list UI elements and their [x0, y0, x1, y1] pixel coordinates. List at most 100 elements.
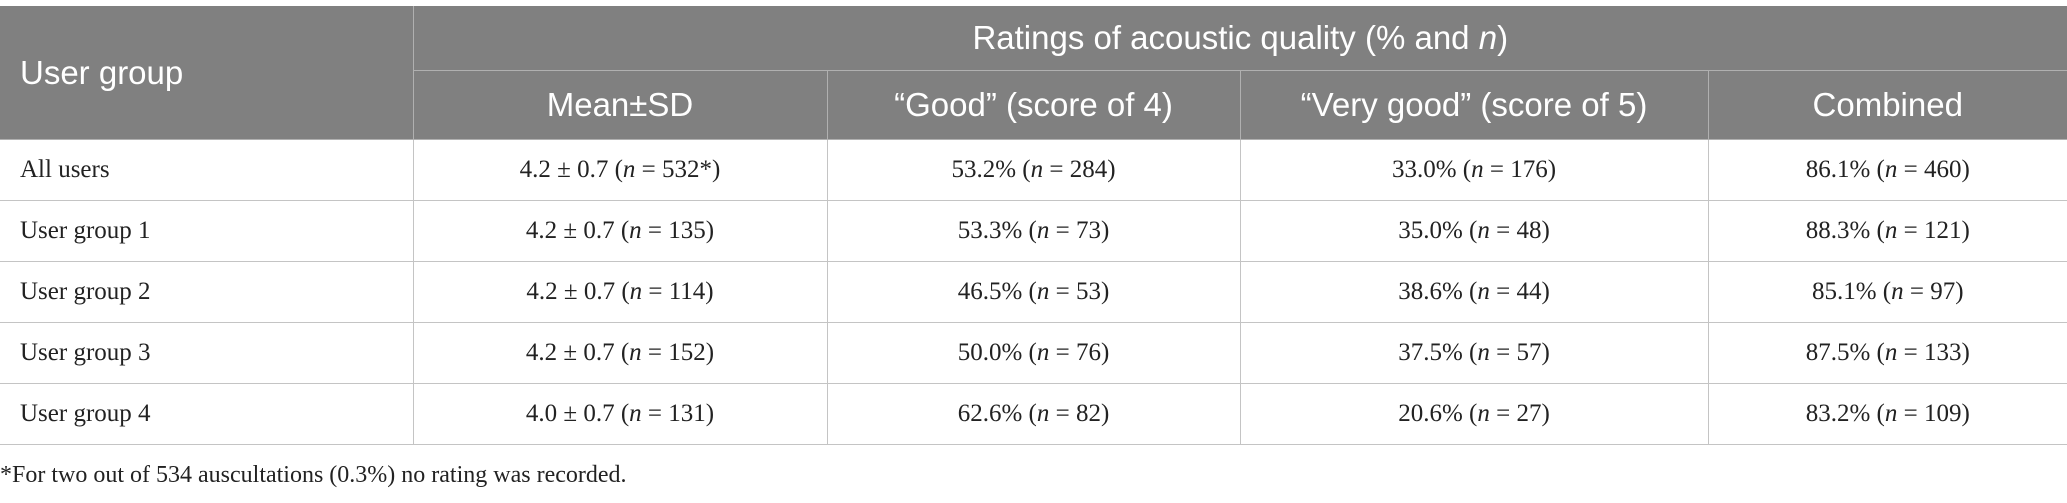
italic-n: n [1478, 19, 1498, 56]
italic-n: n [1884, 339, 1898, 366]
italic-n: n [629, 278, 643, 305]
text-part: = 44) [1489, 278, 1550, 305]
text-part: = 532*) [635, 156, 721, 183]
row-header: User group [0, 6, 414, 140]
text-part: 4.2 ± 0.7 ( [519, 156, 623, 183]
table-row: User group 3 4.2 ± 0.7 (n = 152) 50.0% (n … [0, 322, 2067, 384]
row-label: User group 1 [0, 200, 414, 262]
table-row: User group 2 4.2 ± 0.7 (n = 114) 46.5% (n … [0, 261, 2067, 323]
text-part: = 460) [1897, 156, 1970, 183]
column-header: Mean±SD [413, 70, 828, 140]
table-cell: 38.6% (n = 44) [1239, 261, 1709, 323]
text-part: = 76) [1049, 339, 1110, 366]
table-cell: 4.2 ± 0.7 (n = 532*) [412, 139, 828, 201]
row-label: User group 2 [0, 261, 414, 323]
table-row: User group 1 4.2 ± 0.7 (n = 135) 53.3% (n … [0, 200, 2067, 262]
text-part: 87.5% ( [1805, 339, 1885, 366]
text-part: = 133) [1897, 339, 1970, 366]
text-part: 53.2% ( [951, 156, 1031, 183]
text-part: = 57) [1489, 339, 1550, 366]
table-cell: 46.5% (n = 53) [826, 261, 1241, 323]
text-part: = 109) [1897, 400, 1970, 427]
text-part: 53.3% ( [957, 217, 1037, 244]
text-part: = 97) [1903, 278, 1964, 305]
table-cell: 83.2% (n = 109) [1707, 383, 2067, 445]
text-part: = 73) [1049, 217, 1110, 244]
text-part: 37.5% ( [1398, 339, 1478, 366]
italic-n: n [1884, 156, 1898, 183]
row-label: User group 3 [0, 322, 414, 384]
italic-n: n [1036, 278, 1050, 305]
text-part: 4.2 ± 0.7 ( [525, 217, 630, 244]
table-cell: 4.2 ± 0.7 (n = 135) [412, 200, 828, 262]
text-part: 83.2% ( [1805, 400, 1885, 427]
text-part: 4.0 ± 0.7 ( [525, 400, 630, 427]
table-cell: 33.0% (n = 176) [1239, 139, 1709, 201]
text-part: 88.3% ( [1805, 217, 1885, 244]
text-part: = 114) [642, 278, 714, 305]
table-row: User group 4 4.0 ± 0.7 (n = 131) 62.6% (n … [0, 383, 2067, 445]
text-part: 4.2 ± 0.7 ( [526, 278, 630, 305]
table-cell: 53.2% (n = 284) [826, 139, 1241, 201]
text-part: = 135) [641, 217, 715, 244]
italic-n: n [629, 217, 642, 244]
row-label: User group 4 [0, 383, 414, 445]
text-part: ) [1497, 19, 1509, 56]
text-part: 33.0% ( [1391, 156, 1472, 183]
column-header: Combined [1707, 70, 2067, 140]
italic-n: n [1884, 217, 1898, 244]
group-title: Ratings of acoustic quality (% and n) [412, 6, 2067, 71]
italic-n: n [1036, 400, 1050, 427]
table-cell: 85.1% (n = 97) [1707, 261, 2067, 323]
table-cell: 35.0% (n = 48) [1239, 200, 1709, 262]
italic-n: n [1477, 278, 1490, 305]
text-part: = 27) [1489, 400, 1550, 427]
data-table: User group Ratings of acoustic quality (… [0, 6, 2067, 445]
row-label: All users [0, 139, 414, 201]
text-part: 62.6% ( [957, 400, 1037, 427]
table-cell: 86.1% (n = 460) [1707, 139, 2067, 201]
text-part: = 284) [1043, 156, 1116, 183]
table-cell: 53.3% (n = 73) [826, 200, 1241, 262]
italic-n: n [622, 156, 636, 183]
text-part: 85.1% ( [1811, 278, 1892, 305]
text-part: Ratings of acoustic quality (% and [972, 19, 1479, 56]
text-part: = 131) [641, 400, 715, 427]
italic-n: n [1884, 400, 1898, 427]
column-header: “Very good” (score of 5) [1239, 70, 1709, 140]
table-cell: 4.2 ± 0.7 (n = 152) [412, 322, 828, 384]
italic-n: n [629, 339, 642, 366]
column-header: “Good” (score of 4) [826, 70, 1241, 140]
italic-n: n [1477, 217, 1490, 244]
text-part: 86.1% ( [1805, 156, 1885, 183]
table-cell: 87.5% (n = 133) [1707, 322, 2067, 384]
table-cell: 50.0% (n = 76) [826, 322, 1241, 384]
table-cell: 20.6% (n = 27) [1239, 383, 1709, 445]
text-part: = 152) [641, 339, 715, 366]
text-part: = 176) [1483, 156, 1557, 183]
table-cell: 62.6% (n = 82) [826, 383, 1241, 445]
table-cell: 37.5% (n = 57) [1239, 322, 1709, 384]
text-part: 20.6% ( [1398, 400, 1478, 427]
italic-n: n [1477, 400, 1490, 427]
text-part: 4.2 ± 0.7 ( [525, 339, 630, 366]
italic-n: n [1036, 217, 1050, 244]
text-part: 46.5% ( [957, 278, 1037, 305]
table-row: All users 4.2 ± 0.7 (n = 532*) 53.2% (n = … [0, 139, 2067, 201]
text-part: = 48) [1489, 217, 1550, 244]
italic-n: n [1891, 278, 1904, 305]
text-part: 35.0% ( [1398, 217, 1478, 244]
text-part: 38.6% ( [1398, 278, 1478, 305]
text-part: = 121) [1897, 217, 1970, 244]
italic-n: n [1030, 156, 1044, 183]
table-cell: 4.0 ± 0.7 (n = 131) [412, 383, 828, 445]
italic-n: n [1036, 339, 1050, 366]
footnote: *For two out of 534 auscultations (0.3%)… [0, 462, 627, 488]
italic-n: n [1477, 339, 1490, 366]
text-part: = 53) [1049, 278, 1110, 305]
text-part: 50.0% ( [957, 339, 1037, 366]
table-cell: 88.3% (n = 121) [1707, 200, 2067, 262]
text-part: = 82) [1049, 400, 1110, 427]
italic-n: n [629, 400, 642, 427]
